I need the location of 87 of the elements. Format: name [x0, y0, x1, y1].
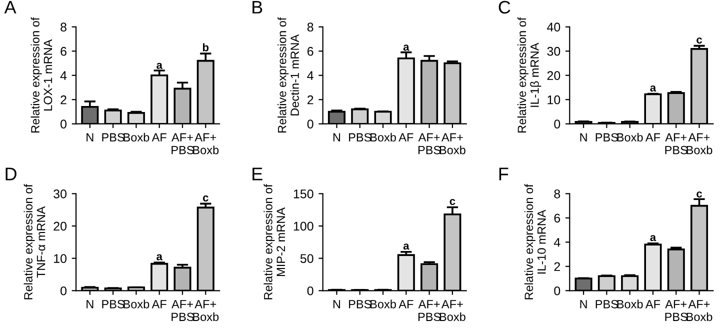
annotation: c [202, 195, 208, 202]
y-tick-label: 30 [54, 189, 67, 198]
chart-title: C [498, 0, 510, 14]
y-tick-label: 0 [307, 120, 314, 129]
y-tick-label: 2 [554, 262, 560, 271]
x-tick-label: AF [398, 133, 414, 142]
y-tick-label: 2 [60, 95, 66, 104]
x-tick-label: AF+ Boxb [440, 300, 466, 322]
y-tick-label: 6 [307, 46, 314, 56]
x-tick-label: PBS [349, 133, 372, 142]
y-axis-title: Relative expression of LOX-1 mRNA [30, 17, 52, 132]
y-tick-label: 2 [307, 95, 314, 104]
chart-title: E [252, 168, 262, 180]
x-tick-label: AF [398, 300, 414, 308]
x-tick-label: AF [152, 300, 166, 308]
y-axis-title: Relative expression of MIP-2 mRNA [264, 184, 285, 300]
annotation: a [403, 244, 410, 250]
y-tick-label: 4 [307, 71, 314, 80]
annotation: a [156, 62, 162, 69]
x-tick-label: AF [645, 133, 660, 142]
x-tick-label: AF+ Boxb [440, 133, 466, 154]
x-tick-label: Boxb [124, 300, 150, 308]
y-tick-label: 4 [60, 71, 67, 80]
y-tick-label: 40 [547, 22, 560, 32]
y-axis-title: Relative expression of TNF-α mRNA [24, 184, 46, 300]
y-tick-label: 4 [554, 238, 560, 247]
y-tick-label: 0 [554, 120, 560, 129]
x-tick-label: N [333, 133, 340, 142]
y-tick-label: 100 [294, 222, 314, 231]
y-tick-label: 8 [60, 22, 66, 32]
x-tick-label: Boxb [617, 132, 643, 142]
annotation: c [450, 198, 456, 206]
annotation: b [202, 43, 209, 52]
chart-title: A [4, 1, 16, 14]
annotation: a [650, 86, 656, 92]
y-tick-label: 0 [60, 120, 67, 129]
x-tick-label: AF+ PBS [172, 133, 194, 154]
annotation: a [156, 254, 162, 260]
x-tick-label: PBS [349, 300, 372, 308]
chart-title: B [252, 1, 262, 14]
y-tick-label: 20 [54, 222, 67, 231]
x-tick-label: AF [645, 300, 660, 308]
chart-title: D [6, 168, 16, 180]
x-tick-label: Boxb [124, 132, 150, 142]
y-tick-label: 8 [554, 189, 560, 198]
x-tick-label: PBS [596, 133, 618, 142]
x-tick-label: N [580, 300, 587, 308]
y-axis-title: Relative expression of Dectin-1 mRNA [278, 17, 299, 132]
y-tick-label: 50 [300, 254, 314, 263]
y-axis-title: Relative expression of IL-1β mRNA [517, 17, 542, 132]
y-axis-title: Relative expression of IL-10 mRNA [524, 184, 546, 300]
y-tick-label: 10 [548, 95, 560, 104]
x-tick-label: PBS [596, 300, 618, 308]
x-tick-label: N [86, 133, 94, 142]
x-tick-label: AF+ PBS [665, 133, 688, 154]
y-tick-label: 10 [54, 254, 67, 263]
x-tick-label: AF+ PBS [665, 300, 688, 322]
annotation: c [696, 191, 702, 198]
annotation: a [403, 44, 410, 51]
chart-title: F [499, 168, 508, 180]
x-tick-label: AF+ Boxb [193, 133, 219, 154]
y-tick-label: 20 [547, 71, 560, 80]
x-tick-label: AF+ PBS [172, 300, 194, 322]
x-tick-label: N [580, 133, 587, 142]
x-tick-label: PBS [102, 133, 124, 142]
y-tick-label: 8 [307, 22, 314, 32]
y-tick-label: 0 [60, 286, 67, 296]
x-tick-label: Boxb [370, 132, 396, 142]
y-tick-label: 0 [307, 286, 314, 296]
x-tick-label: AF+ Boxb [686, 300, 712, 322]
annotation: c [696, 38, 702, 44]
x-tick-label: AF+ PBS [418, 133, 441, 154]
x-tick-label: AF+ Boxb [193, 300, 219, 322]
annotation: a [650, 235, 656, 242]
x-tick-label: Boxb [370, 300, 396, 308]
x-tick-label: PBS [102, 300, 124, 308]
x-tick-label: N [333, 300, 340, 308]
y-tick-label: 6 [60, 46, 66, 56]
x-tick-label: AF [152, 133, 166, 142]
x-tick-label: N [86, 300, 94, 308]
x-tick-label: Boxb [617, 300, 643, 308]
y-tick-label: 0 [554, 286, 560, 296]
y-tick-label: 30 [547, 46, 560, 56]
y-tick-label: 150 [294, 189, 314, 198]
x-tick-label: AF+ PBS [418, 300, 441, 322]
x-tick-label: AF+ Boxb [686, 133, 712, 154]
y-tick-label: 6 [554, 214, 560, 223]
